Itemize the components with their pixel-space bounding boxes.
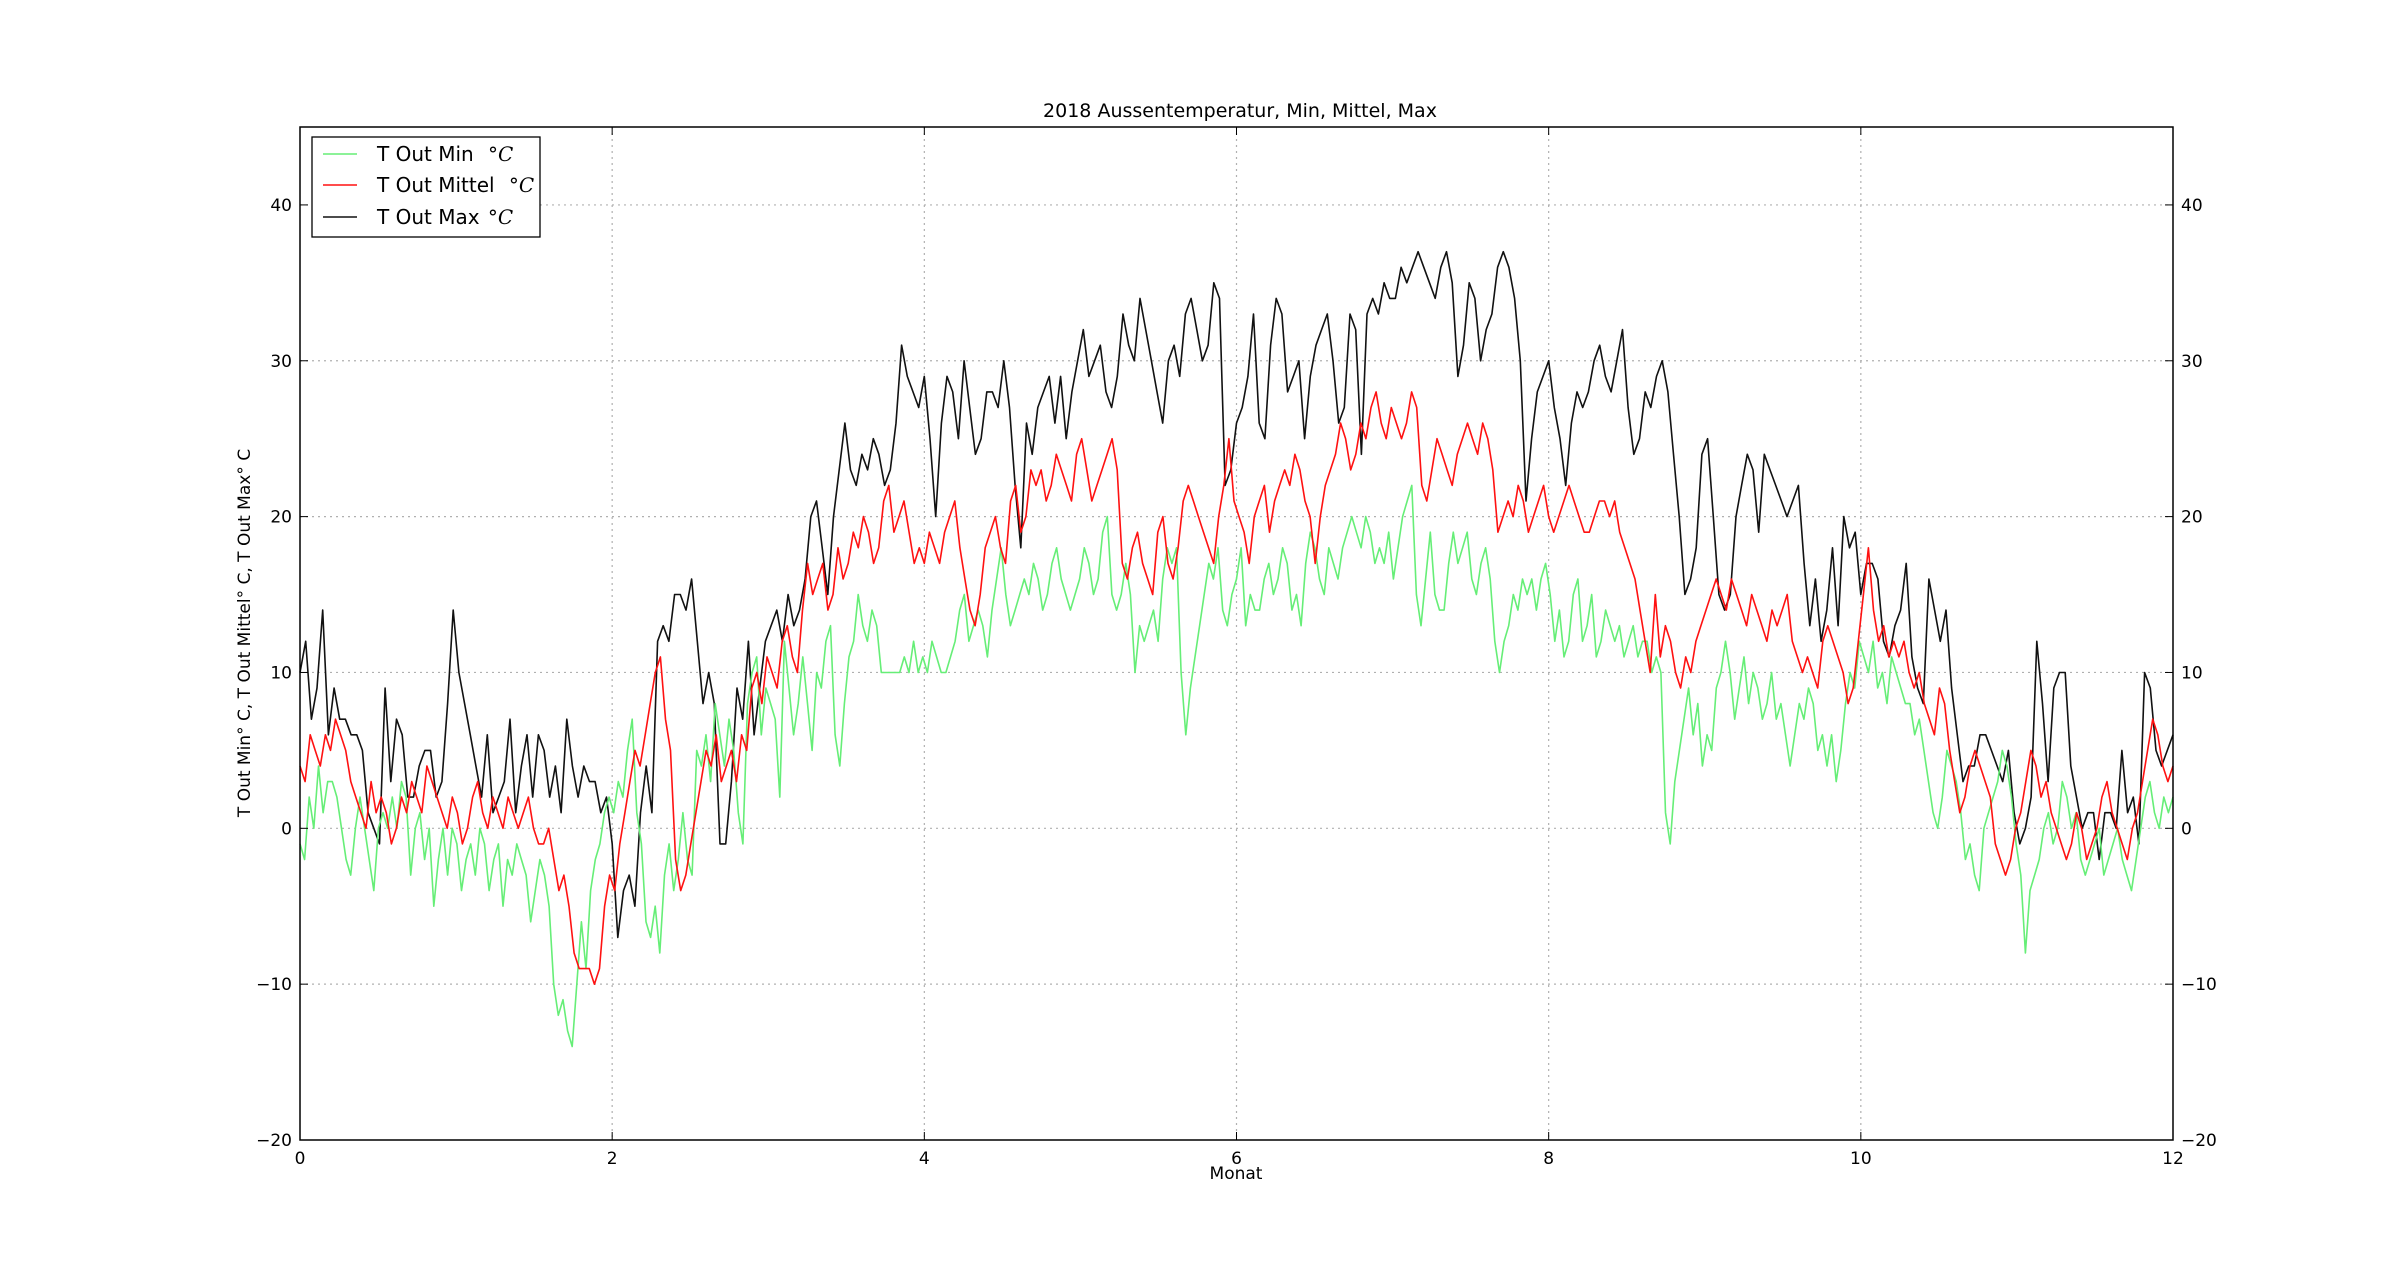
legend-text-mittel: T Out Mittel [376, 173, 495, 197]
y-tick-label-right: −20 [2181, 1131, 2217, 1151]
y-tick-label: 40 [270, 196, 292, 216]
y-tick-label: 10 [270, 663, 292, 683]
grid [300, 127, 2173, 1140]
x-axis-label: Monat [1210, 1164, 1263, 1184]
y-tick-label: 30 [270, 352, 292, 372]
y-tick-label-right: −10 [2181, 975, 2217, 995]
series-line-max [299, 250, 2174, 939]
legend-label-min: T Out Min °C [376, 142, 513, 166]
legend-label-max: T Out Max °C [376, 205, 513, 229]
x-tick-label: 10 [1850, 1149, 1872, 1169]
legend-text-max: T Out Max [376, 205, 480, 229]
legend-unit-max: °C [488, 205, 513, 229]
legend-item-min: T Out Min °C [323, 142, 513, 166]
y-tick-label-right: 10 [2181, 663, 2203, 683]
legend-text-min: T Out Min [376, 142, 474, 166]
x-tick-label: 2 [607, 1149, 618, 1169]
x-tick-label: 6 [1231, 1149, 1242, 1169]
y-tick-label-right: 30 [2181, 352, 2203, 372]
legend-label-mittel: T Out Mittel °C [376, 173, 534, 197]
y-axis-label: T Out Min° C, T Out Mittel° C, T Out Max… [235, 449, 255, 818]
legend-unit-mittel: °C [509, 173, 534, 197]
chart-title: 2018 Aussentemperatur, Min, Mittel, Max [1043, 100, 1437, 122]
series-lines [299, 250, 2174, 1048]
y-tick-label-right: 0 [2181, 819, 2192, 839]
legend-item-mittel: T Out Mittel °C [323, 173, 534, 197]
y-tick-label-right: 40 [2181, 196, 2203, 216]
x-tick-label: 0 [295, 1149, 306, 1169]
y-tick-label: −10 [256, 975, 292, 995]
x-tick-label: 8 [1543, 1149, 1554, 1169]
legend: T Out Min °C T Out Mittel °C T Out Max °… [311, 136, 541, 238]
y-tick-label: −20 [256, 1131, 292, 1151]
x-tick-label: 4 [919, 1149, 930, 1169]
legend-item-max: T Out Max °C [323, 205, 513, 229]
y-tick-label-right: 20 [2181, 508, 2203, 528]
y-tick-label: 0 [281, 819, 292, 839]
legend-unit-min: °C [488, 142, 513, 166]
series-line-min [299, 484, 2174, 1048]
y-tick-label: 20 [270, 508, 292, 528]
series-line-mittel [299, 391, 2174, 986]
x-tick-label: 12 [2162, 1149, 2184, 1169]
